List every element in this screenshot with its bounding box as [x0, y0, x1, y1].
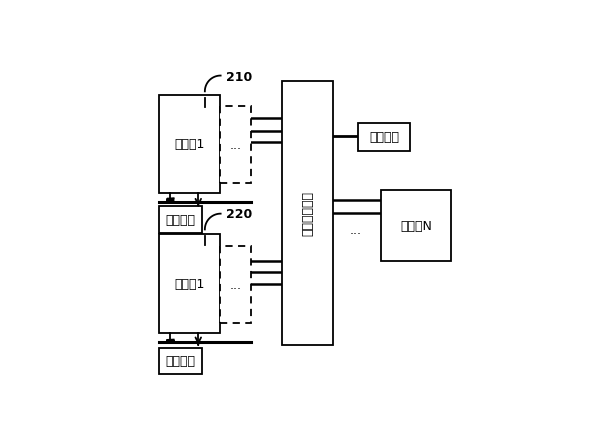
Text: 电缆输电线路: 电缆输电线路	[301, 191, 314, 236]
Text: 变电站N: 变电站N	[400, 219, 432, 232]
Text: 220: 220	[226, 208, 252, 221]
Bar	[220, 107, 251, 184]
Text: 识别模块: 识别模块	[369, 131, 399, 144]
Text: 变电站1: 变电站1	[174, 277, 204, 291]
Bar	[159, 95, 220, 194]
Text: ...: ...	[229, 278, 241, 291]
Bar	[159, 348, 201, 374]
Text: 注入模块: 注入模块	[165, 354, 195, 368]
Bar	[159, 207, 201, 233]
Bar	[282, 82, 333, 345]
Text: ...: ...	[350, 223, 362, 236]
Text: 注入模块: 注入模块	[165, 213, 195, 227]
Bar	[159, 235, 220, 333]
Bar	[220, 246, 251, 323]
Text: 变电站1: 变电站1	[174, 138, 204, 151]
Bar	[358, 123, 410, 151]
Bar	[381, 190, 451, 261]
Text: ...: ...	[229, 139, 241, 152]
Text: 210: 210	[226, 71, 252, 83]
